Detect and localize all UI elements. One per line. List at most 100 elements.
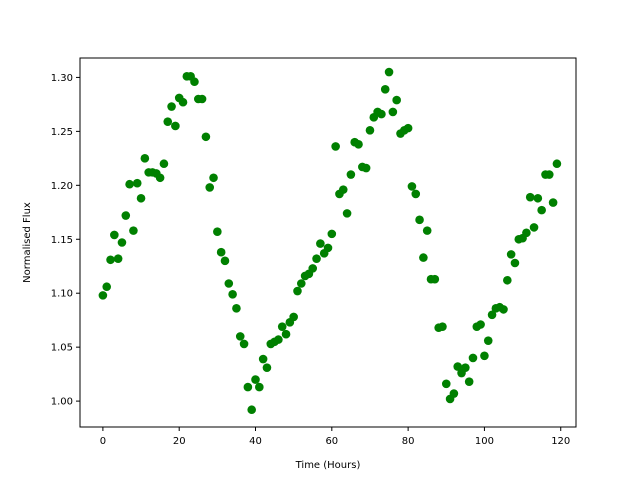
y-axis-label: Normalised Flux xyxy=(22,202,33,283)
data-point xyxy=(117,238,127,247)
data-point xyxy=(232,304,241,313)
data-point xyxy=(235,332,245,341)
data-point xyxy=(525,192,535,202)
x-axis-label: Time (Hours) xyxy=(295,460,361,471)
data-point xyxy=(155,173,165,183)
y-axis-ticks: 1.00 1.05 1.10 1.15 1.20 1.25 1.30 xyxy=(51,73,80,408)
data-point xyxy=(323,243,333,253)
data-point xyxy=(510,258,520,268)
data-point xyxy=(449,389,459,398)
data-point xyxy=(209,173,218,183)
data-point xyxy=(201,132,211,142)
data-point xyxy=(487,310,497,320)
data-point xyxy=(277,322,287,331)
data-point xyxy=(121,211,131,220)
data-point xyxy=(289,312,298,322)
data-point xyxy=(274,335,283,344)
x-tick-label: 60 xyxy=(325,436,338,447)
data-point xyxy=(316,239,325,248)
data-point xyxy=(503,275,512,285)
data-point xyxy=(129,226,138,235)
data-point xyxy=(220,256,230,266)
data-point xyxy=(461,363,470,372)
data-point xyxy=(98,291,108,300)
data-point xyxy=(544,170,554,179)
data-point xyxy=(342,209,352,218)
data-point xyxy=(281,329,291,339)
plot-frame xyxy=(79,57,577,428)
data-point xyxy=(361,163,371,173)
y-tick-label: 1.10 xyxy=(51,289,73,300)
y-tick-label: 1.05 xyxy=(51,343,73,354)
data-point xyxy=(407,182,417,191)
data-point xyxy=(338,185,348,194)
data-point xyxy=(537,205,546,215)
data-point xyxy=(499,305,508,314)
data-point xyxy=(411,189,421,199)
data-point xyxy=(216,247,226,257)
data-point xyxy=(106,255,115,265)
y-tick-label: 1.30 xyxy=(51,73,73,84)
data-point xyxy=(167,102,176,111)
data-point xyxy=(384,67,394,77)
data-point xyxy=(190,77,199,87)
data-point xyxy=(476,320,485,329)
data-point xyxy=(365,125,375,135)
x-tick-label: 80 xyxy=(402,436,415,447)
data-point xyxy=(247,405,256,415)
data-point xyxy=(239,339,249,349)
data-point xyxy=(430,274,440,284)
data-point xyxy=(171,121,180,131)
data-point xyxy=(388,107,398,117)
data-point xyxy=(293,286,302,296)
data-point xyxy=(522,228,531,238)
data-point xyxy=(327,229,337,239)
data-point xyxy=(213,227,222,237)
data-point xyxy=(415,215,424,225)
data-point xyxy=(140,154,150,163)
data-point xyxy=(255,382,264,392)
x-tick-label: 100 xyxy=(475,436,494,447)
data-point xyxy=(102,282,112,292)
x-axis-ticks: 0 20 40 60 80 100 120 xyxy=(100,427,570,447)
y-tick-label: 1.15 xyxy=(51,235,73,246)
data-point xyxy=(262,363,272,372)
data-point xyxy=(480,351,489,361)
data-point xyxy=(197,94,207,104)
x-tick-label: 40 xyxy=(249,436,262,447)
data-point xyxy=(258,354,268,364)
data-point xyxy=(308,264,318,273)
data-point xyxy=(548,198,558,207)
data-point xyxy=(438,322,447,331)
data-point xyxy=(468,353,478,363)
x-tick-label: 20 xyxy=(173,436,186,447)
data-point xyxy=(403,123,413,133)
data-point xyxy=(113,254,123,263)
data-point xyxy=(228,289,237,299)
data-point xyxy=(178,97,188,107)
data-point xyxy=(163,117,173,126)
data-point xyxy=(483,336,493,345)
data-point xyxy=(132,178,142,188)
data-point xyxy=(296,279,306,288)
data-point xyxy=(224,279,234,288)
data-point xyxy=(243,382,253,392)
data-point xyxy=(464,377,474,386)
data-point xyxy=(205,183,215,192)
y-tick-label: 1.20 xyxy=(51,181,73,192)
data-point xyxy=(346,170,356,179)
x-tick-label: 120 xyxy=(551,436,570,447)
data-point xyxy=(354,140,363,149)
data-point xyxy=(529,223,539,232)
data-point xyxy=(552,159,562,169)
data-point xyxy=(392,95,401,105)
data-point xyxy=(136,193,146,203)
data-point xyxy=(453,362,463,371)
y-tick-label: 1.00 xyxy=(51,397,73,408)
data-point xyxy=(251,375,260,384)
data-point xyxy=(331,142,340,151)
data-point xyxy=(441,379,451,389)
data-point xyxy=(419,253,428,262)
data-points xyxy=(98,67,562,415)
data-point xyxy=(110,230,119,240)
